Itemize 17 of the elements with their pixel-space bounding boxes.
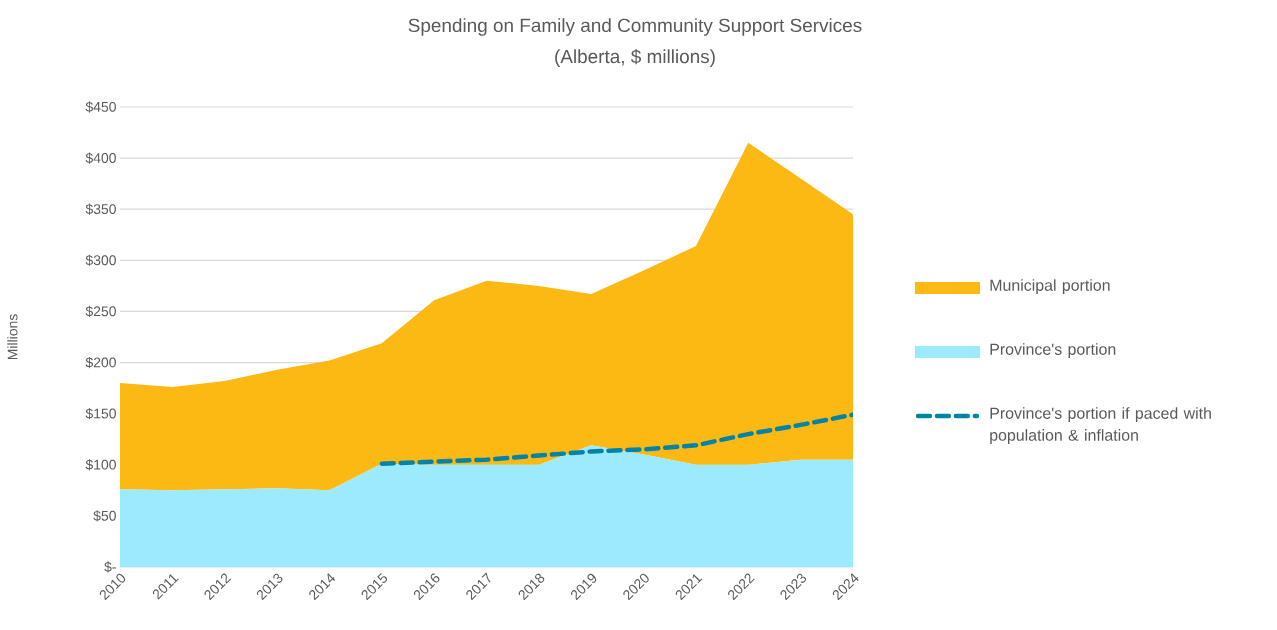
legend-label: Province's portion if paced with population & inflation	[990, 407, 1211, 444]
y-tick-label: $350	[85, 203, 116, 215]
y-tick-label: $250	[85, 305, 116, 318]
y-tick-label: $300	[85, 254, 116, 266]
y-tick-label: $450	[85, 101, 116, 113]
y-tick-label: $100	[85, 459, 116, 471]
chart-subtitle: (Alberta, $ millions)	[555, 49, 715, 67]
y-tick-label: $50	[93, 510, 116, 522]
y-tick-label: $400	[85, 152, 116, 164]
y-axis-title: Millions	[7, 314, 18, 360]
legend-label: Province's portion	[990, 343, 1116, 359]
legend-label: Municipal portion	[990, 279, 1110, 295]
y-tick-label: $-	[104, 561, 116, 573]
line-series	[379, 412, 854, 466]
y-tick-label: $200	[85, 356, 116, 369]
y-tick-label: $150	[85, 408, 116, 420]
chart-title: Spending on Family and Community Support Services	[408, 18, 862, 36]
